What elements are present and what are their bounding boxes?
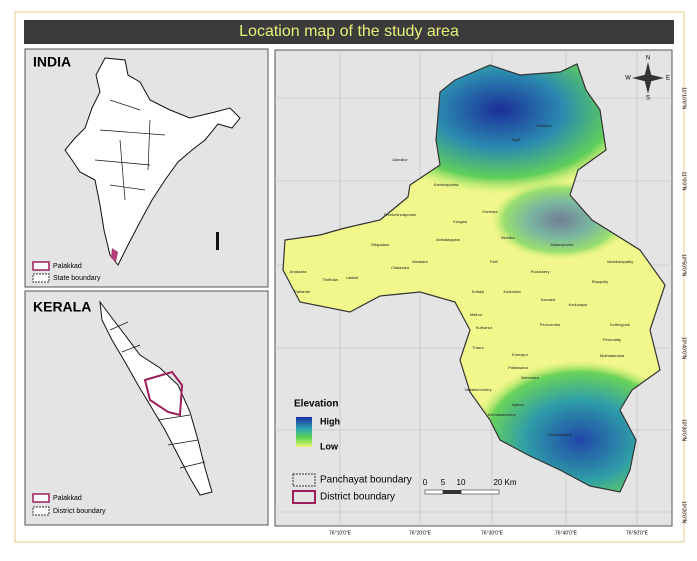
panchayat-label: Kongad	[453, 219, 467, 224]
legend-swatch	[32, 273, 50, 283]
state-boundaries	[94, 99, 166, 201]
india-palakkad	[111, 248, 118, 262]
scale-segment	[460, 489, 500, 495]
panchayat-label: Mathur	[470, 312, 483, 317]
scale-label: 5	[441, 478, 446, 487]
panchayat-label: Parli	[490, 259, 498, 264]
panchayat-label: Erimayur	[512, 352, 529, 357]
coordinate-labels: 76°10'0"E 76°20'0"E 76°30'0"E 76°40'0"E 76°5…	[329, 87, 687, 536]
latitude-label: 10°30'0"N	[681, 419, 687, 442]
scale-label: 10	[457, 478, 466, 487]
north-arrow	[632, 62, 664, 94]
panchayat-label: Mundur	[501, 235, 515, 240]
scale-segment	[443, 490, 461, 494]
latitude-label: 11°10'0"N	[681, 87, 687, 109]
panchayat-label: Alanallur	[392, 157, 408, 162]
panchayat-label: Mankara	[412, 259, 428, 264]
legend-label: Palakkad	[53, 263, 82, 270]
panchayat-label: Agali	[512, 137, 521, 142]
panchayat-label: Thrithala	[322, 277, 338, 282]
panchayat-labels: Agali Sholayur Alanallur Karimba Kanhirapuzh…	[290, 123, 634, 437]
scale-segment	[424, 489, 444, 495]
legend-label: Panchayat boundary	[320, 475, 412, 486]
panchayat-label: Vadakarapathy	[607, 259, 634, 264]
islands	[216, 232, 219, 250]
longitude-label: 76°30'0"E	[481, 530, 504, 536]
panchayat-label: Pattambi	[294, 289, 310, 294]
legend-swatch	[32, 493, 50, 503]
panchayat-label: Ayiloor	[512, 402, 525, 407]
west-letter: W	[625, 76, 631, 82]
panchayat-label: Kanhirapuzha	[434, 182, 459, 187]
panchayat-label: Anakkara	[290, 269, 308, 274]
scale-labels: 0 5 10 20 Km	[423, 478, 517, 487]
elevation-ramp	[296, 417, 312, 447]
east-letter: E	[666, 76, 670, 82]
scale-label: 0	[423, 478, 428, 487]
panchayat-label: Sreekrishnapuram	[384, 212, 417, 217]
longitude-label: 76°40'0"E	[555, 530, 578, 536]
india-outline	[64, 57, 241, 266]
panchayat-label: Kannadi	[541, 297, 556, 302]
longitude-label: 76°50'0"E	[626, 530, 649, 536]
latitude-label: 10°40'0"N	[681, 337, 687, 360]
panchayat-label: Perumatty	[603, 337, 621, 342]
panchayat-label: Kollengode	[610, 322, 631, 327]
panchayat-label: Malampuzha	[551, 242, 575, 247]
title: Location map of the study area	[239, 23, 459, 40]
legend-label: Palakkad	[53, 495, 82, 502]
panchayat-label: Karimba	[483, 209, 499, 214]
latitude-label: 11°0'0"N	[681, 171, 687, 190]
panchayat-label: Kizhakkanchery	[488, 412, 516, 417]
legend-swatch	[32, 261, 50, 271]
panchayat-label: Kuthanur	[476, 325, 493, 330]
kerala-outline	[99, 300, 213, 496]
south-letter: S	[646, 96, 650, 102]
panchayat-label: Pallassana	[508, 365, 528, 370]
panchayat-label: Tharur	[472, 345, 484, 350]
north-letter: N	[646, 56, 650, 62]
panchayat-label: Ambalappara	[436, 237, 461, 242]
title-bar	[24, 20, 674, 44]
elevation-high: High	[320, 416, 340, 426]
longitude-label: 76°10'0"E	[329, 530, 352, 536]
legend-label: State boundary	[53, 275, 101, 282]
india-label: INDIA	[33, 54, 71, 70]
kerala-label: KERALA	[33, 299, 91, 315]
latitude-label: 10°50'0"N	[681, 254, 687, 277]
legend-label: District boundary	[320, 492, 395, 503]
district-boundaries	[109, 321, 206, 469]
scale-label: 20 Km	[493, 478, 516, 487]
panchayat-label: Chalavara	[391, 265, 410, 270]
panchayat-label: Kodumba	[503, 289, 521, 294]
panchayat-label: Nelliampathy	[548, 432, 571, 437]
legend-label: District boundary	[53, 508, 106, 515]
latitude-label: 10°20'0"N	[681, 501, 687, 524]
legend-swatch	[292, 490, 316, 504]
longitude-label: 76°20'0"E	[409, 530, 432, 536]
panchayat-label: Muthalamada	[600, 353, 625, 358]
kerala-panel	[24, 290, 269, 526]
elevation-low: Low	[320, 441, 339, 451]
panchayat-label: Pudussery	[531, 269, 550, 274]
elevation-title: Elevation	[294, 399, 338, 410]
panchayat-label: Kottayi	[472, 289, 484, 294]
panchayat-label: Lakkidi	[346, 275, 359, 280]
kerala-palakkad	[143, 370, 184, 417]
legend-swatch	[32, 506, 50, 516]
panchayat-label: Ottapalam	[371, 242, 390, 247]
panchayat-label: Peruvemba	[540, 322, 561, 327]
legend-swatch	[292, 473, 316, 487]
panchayat-label: Vadakkenchery	[464, 387, 491, 392]
panchayat-label: Nemmara	[521, 375, 539, 380]
panchayat-label: Sholayur	[536, 123, 552, 128]
panchayat-label: Koduvayur	[568, 302, 588, 307]
panchayat-label: Elappully	[592, 279, 608, 284]
